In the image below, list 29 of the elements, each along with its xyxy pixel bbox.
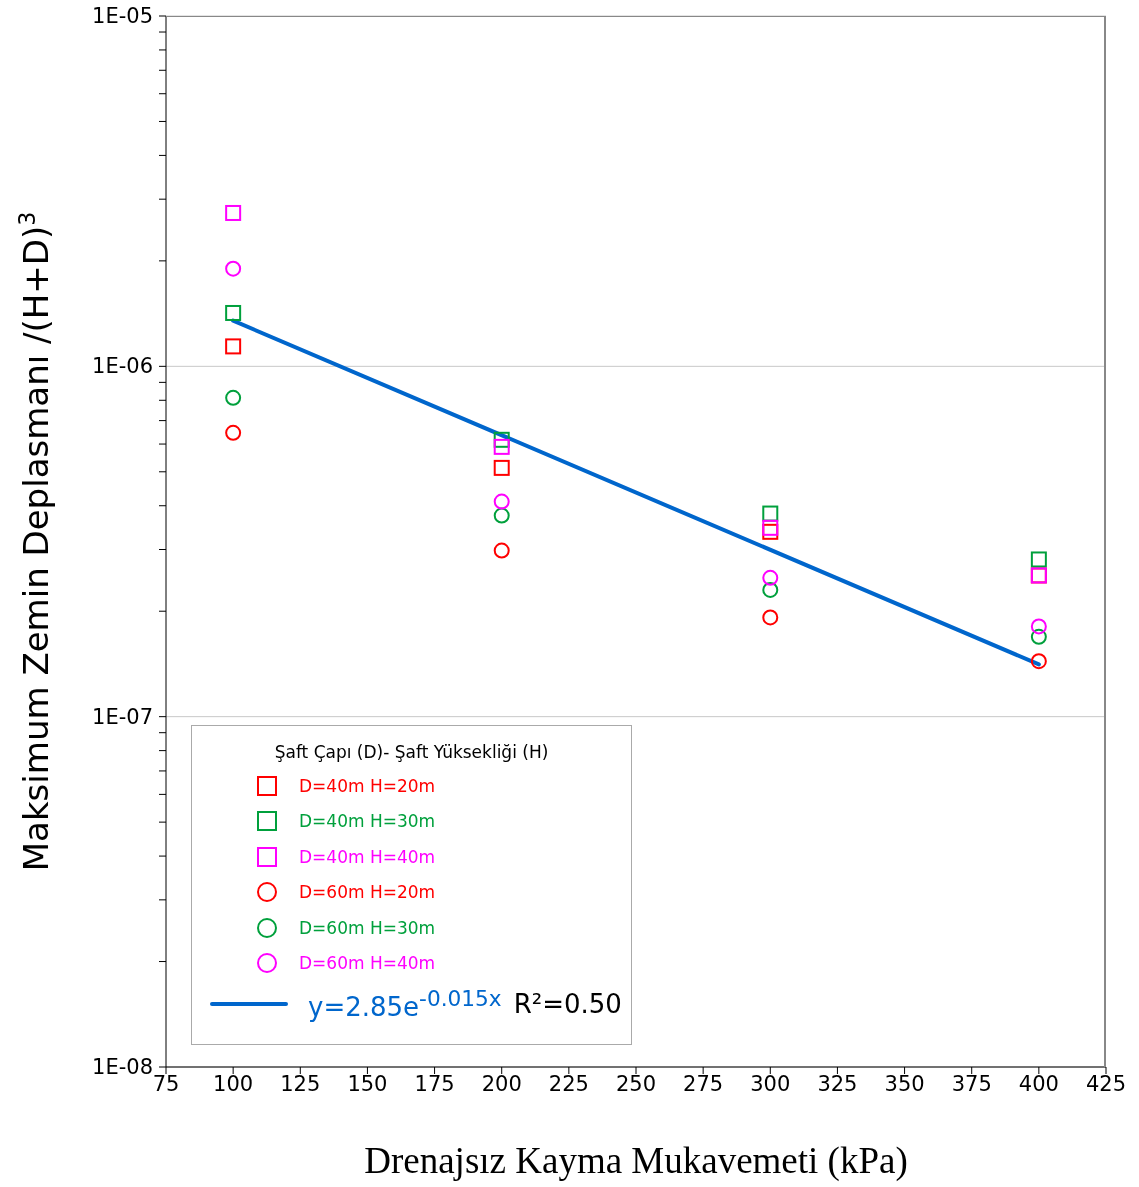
legend-label: D=40m H=40m: [299, 846, 436, 867]
x-tick-label: 300: [750, 1071, 791, 1096]
x-tick-label: 400: [1018, 1071, 1059, 1096]
legend-label: y=2.85e$^{-0.015x}$: [308, 986, 502, 1022]
legend-label: D=40m H=30m: [299, 811, 436, 832]
x-tick-label: 175: [414, 1071, 455, 1096]
x-tick-label: 150: [347, 1071, 388, 1096]
x-tick-label: 75: [152, 1071, 180, 1096]
x-tick-label: 250: [615, 1071, 657, 1096]
annotation: R²=0.50: [513, 989, 622, 1019]
x-tick-label: 325: [817, 1071, 858, 1096]
x-tick-label: 200: [481, 1071, 522, 1096]
x-tick-label: 100: [213, 1071, 254, 1096]
legend-label: D=60m H=20m: [299, 882, 436, 903]
legend-label: D=40m H=20m: [299, 775, 436, 796]
y-tick-label: 1E-07: [92, 704, 153, 729]
x-tick-label: 125: [280, 1071, 321, 1096]
y-tick-label: 1E-06: [92, 354, 153, 379]
legend-label: D=60m H=40m: [299, 953, 436, 974]
x-tick-label: 375: [951, 1071, 992, 1096]
x-tick-label: 425: [1085, 1071, 1127, 1096]
x-tick-label: 275: [683, 1071, 724, 1096]
x-tick-label: 350: [884, 1071, 925, 1096]
x-axis-title: Drenajsız Kayma Mukavemeti (kPa): [364, 1140, 908, 1182]
y-tick-label: 1E-05: [92, 4, 153, 28]
legend-title: Şaft Çapı (D)- Şaft Yüksekliği (H): [273, 742, 550, 762]
x-tick-label: 225: [548, 1071, 589, 1096]
y-tick-label: 1E-08: [92, 1055, 153, 1079]
legend-label: D=60m H=30m: [299, 917, 436, 938]
